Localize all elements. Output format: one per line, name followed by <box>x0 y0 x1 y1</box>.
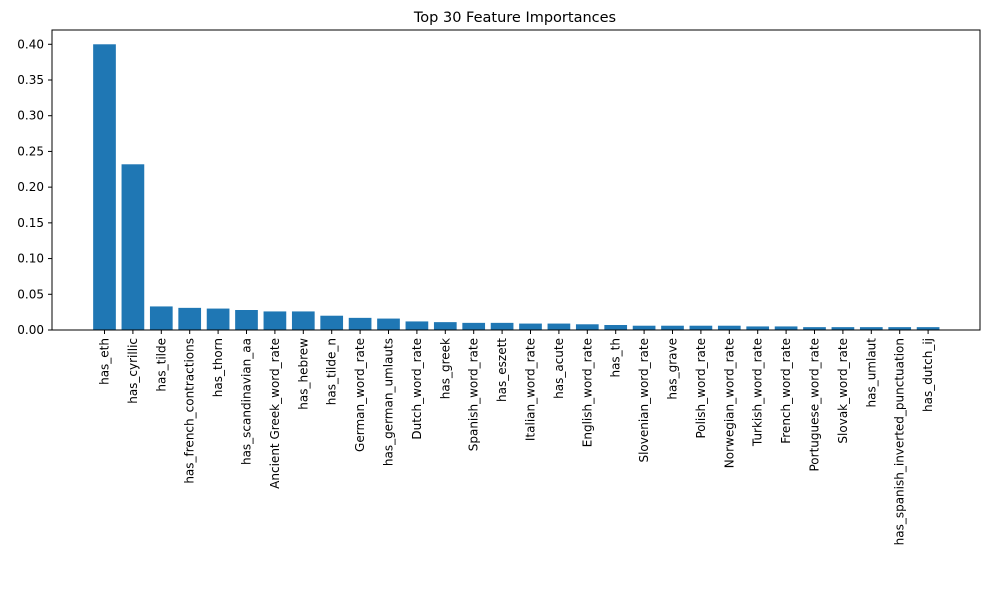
x-tick-label: has_tilde <box>154 338 168 392</box>
x-tick-label: has_greek <box>438 338 452 399</box>
x-tick-label: has_eszett <box>495 338 509 402</box>
bar-4 <box>206 308 230 330</box>
x-tick-label: has_acute <box>552 338 566 399</box>
plot-frame <box>51 29 981 331</box>
x-tick-label: Slovak_word_rate <box>836 338 850 444</box>
x-tick-label: has_thorn <box>211 338 225 397</box>
y-tick-label: 0.10 <box>17 252 44 266</box>
x-tick-label: Italian_word_rate <box>524 338 538 441</box>
y-axis: 0.00 0.05 0.10 0.15 0.20 0.25 0.30 0.35 0.40 <box>17 37 52 337</box>
x-tick-label: has_french_contractions <box>183 338 197 484</box>
bar-7 <box>291 311 315 330</box>
x-tick-label: has_umlaut <box>864 338 878 408</box>
bar-8 <box>320 315 344 330</box>
bar-29 <box>916 327 940 330</box>
x-tick-label: has_dutch_ij <box>921 338 935 412</box>
y-tick-label: 0.05 <box>17 287 44 301</box>
x-tick-label: has_cyrillic <box>126 338 140 404</box>
bar-25 <box>803 327 826 330</box>
bar-23 <box>746 326 770 330</box>
bar-19 <box>632 325 656 330</box>
bar-16 <box>547 323 571 330</box>
y-tick-label: 0.25 <box>17 144 44 158</box>
bar-20 <box>661 325 684 330</box>
x-tick-label: English_word_rate <box>580 338 594 447</box>
bar-6 <box>263 311 287 330</box>
bars-group <box>93 44 940 330</box>
bar-22 <box>717 325 741 330</box>
y-tick-label: 0.35 <box>17 73 44 87</box>
x-tick-label: Polish_word_rate <box>694 338 708 439</box>
y-tick-label: 0.15 <box>17 216 44 230</box>
y-tick-label: 0.40 <box>17 37 44 51</box>
bar-17 <box>575 324 599 330</box>
bar-14 <box>490 322 514 330</box>
bar-13 <box>462 322 486 330</box>
x-tick-label: has_hebrew <box>296 338 310 410</box>
bar-11 <box>405 321 429 330</box>
bar-18 <box>604 325 628 330</box>
bar-26 <box>831 327 855 330</box>
bar-10 <box>377 318 400 330</box>
x-tick-label: has_eth <box>98 338 112 385</box>
x-tick-label: Spanish_word_rate <box>467 338 481 451</box>
x-tick-label: Slovenian_word_rate <box>637 338 651 463</box>
y-tick-label: 0.20 <box>17 180 44 194</box>
x-tick-label: has_german_umlauts <box>382 338 396 466</box>
bar-3 <box>178 307 202 330</box>
x-tick-label: Portuguese_word_rate <box>808 338 822 472</box>
bar-2 <box>149 306 173 330</box>
x-tick-label: Turkish_word_rate <box>751 338 765 447</box>
y-tick-label: 0.30 <box>17 109 44 123</box>
x-tick-label: Norwegian_word_rate <box>722 338 736 468</box>
bar-12 <box>433 322 457 330</box>
bar-9 <box>348 317 372 330</box>
chart-title: Top 30 Feature Importances <box>413 10 616 26</box>
bar-0 <box>93 44 116 330</box>
x-tick-label: has_grave <box>666 338 680 400</box>
x-tick-label: French_word_rate <box>779 338 793 444</box>
bar-1 <box>121 164 145 330</box>
x-tick-label: has_scandinavian_aa <box>240 338 254 465</box>
y-tick-label: 0.00 <box>17 323 44 337</box>
x-tick-label: has_th <box>609 338 623 378</box>
bar-24 <box>774 326 798 330</box>
bar-5 <box>235 310 258 330</box>
x-tick-label: Dutch_word_rate <box>410 338 424 440</box>
x-tick-label: has_spanish_inverted_punctuation <box>893 338 907 545</box>
x-tick-label: Ancient Greek_word_rate <box>268 338 282 489</box>
x-tick-label: has_tilde_n <box>325 338 339 405</box>
x-axis: has_eth has_cyrillic has_tilde has_french_c… <box>98 330 935 545</box>
bar-15 <box>519 323 542 330</box>
bar-27 <box>859 327 883 330</box>
bar-21 <box>689 325 713 330</box>
bar-28 <box>888 327 912 330</box>
x-tick-label: German_word_rate <box>353 338 367 452</box>
